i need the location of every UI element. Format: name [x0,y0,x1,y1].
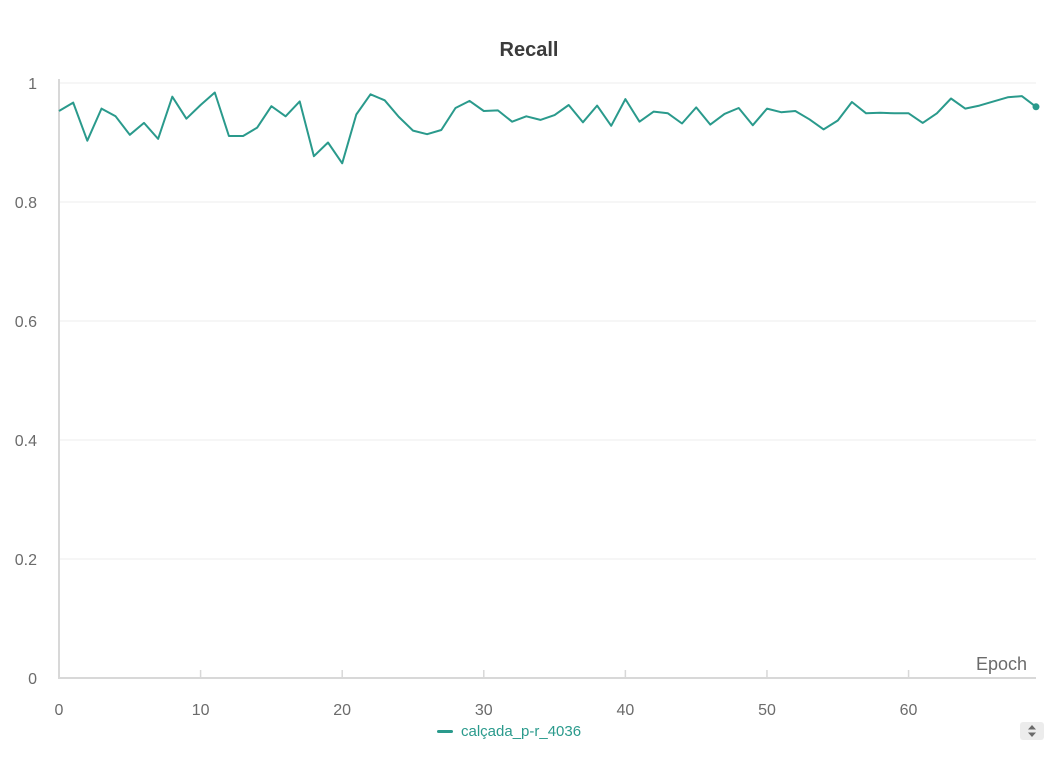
y-axis-ticks: 0 0.2 0.4 0.6 0.8 1 [15,76,37,688]
series-group [58,91,1040,165]
legend-scroll-control[interactable] [1020,722,1044,740]
sort-arrows-icon [1028,725,1036,737]
axes [58,79,1036,679]
x-tick-label: 40 [616,702,634,719]
x-tick-label: 60 [900,702,918,719]
x-axis-label: Epoch [976,654,1027,674]
y-tick-label: 0.2 [15,552,37,569]
chart-title: Recall [500,39,559,61]
y-tick-label: 1 [28,76,37,93]
x-tick-label: 20 [333,702,351,719]
x-tick-label: 10 [192,702,210,719]
x-tick-label: 30 [475,702,493,719]
y-tick-label: 0.4 [15,433,37,450]
legend-label: calçada_p-r_4036 [461,722,582,740]
grid-lines [59,82,1036,560]
y-tick-label: 0.8 [15,195,37,212]
series-end-point [1032,103,1040,111]
y-tick-label: 0.6 [15,314,37,331]
x-tick-label: 0 [55,702,64,719]
x-axis-ticks: 0 10 20 30 40 50 60 [55,670,918,719]
x-tick-label: 50 [758,702,776,719]
series-line [58,91,1037,165]
legend-item[interactable]: calçada_p-r_4036 [437,720,581,742]
legend-swatch [437,729,453,733]
y-tick-label: 0 [28,671,37,688]
